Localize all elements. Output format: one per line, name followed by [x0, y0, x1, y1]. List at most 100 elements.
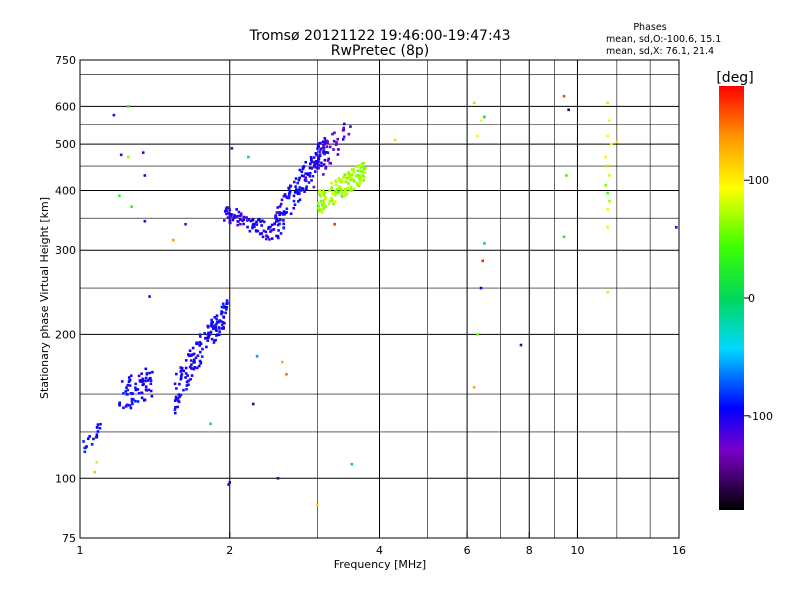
data-point — [294, 177, 298, 180]
data-point — [324, 139, 328, 142]
y-tick-label: 400 — [55, 184, 76, 197]
data-point — [215, 317, 218, 321]
data-point — [204, 336, 207, 340]
data-point — [195, 366, 199, 370]
data-point — [221, 321, 225, 324]
data-point — [287, 186, 290, 190]
chart-subtitle: RwPretec (8p) — [331, 43, 429, 59]
data-point — [287, 196, 291, 200]
data-point — [251, 402, 255, 406]
data-point — [289, 212, 293, 216]
data-point — [186, 353, 190, 356]
data-point — [225, 306, 228, 309]
data-point — [175, 387, 178, 390]
data-point — [235, 208, 238, 211]
data-point — [321, 211, 324, 214]
colorbar-tick-label: 100 — [748, 174, 769, 187]
data-point — [239, 212, 243, 216]
data-point — [336, 190, 340, 194]
data-point — [237, 220, 240, 223]
y-tick-label: 750 — [55, 54, 76, 67]
data-point — [255, 223, 259, 226]
data-point — [282, 210, 286, 213]
data-point — [606, 208, 609, 211]
data-point — [336, 137, 339, 141]
data-point — [149, 389, 153, 393]
data-point — [119, 153, 123, 157]
data-point — [230, 212, 233, 216]
data-point — [312, 165, 316, 168]
data-point — [221, 302, 225, 306]
data-point — [344, 188, 347, 192]
data-point — [136, 388, 140, 391]
data-point — [608, 119, 611, 122]
data-point — [178, 382, 181, 386]
data-point — [90, 443, 94, 446]
data-point — [129, 374, 133, 378]
data-point — [606, 134, 609, 138]
data-point — [176, 405, 180, 409]
data-point — [184, 372, 188, 375]
data-point — [317, 164, 321, 167]
data-point — [192, 361, 195, 364]
data-point — [222, 315, 225, 319]
data-point — [83, 446, 86, 450]
data-point — [210, 337, 214, 341]
data-point — [214, 325, 218, 329]
data-point — [223, 209, 227, 213]
data-point — [256, 229, 260, 233]
data-point — [280, 198, 284, 202]
data-point — [118, 194, 121, 198]
data-point — [604, 184, 608, 187]
data-point — [606, 226, 609, 229]
data-point — [198, 341, 202, 344]
colorbar-tick-label: 0 — [748, 292, 755, 305]
data-point — [129, 406, 133, 410]
x-tick-label: 2 — [226, 544, 233, 557]
data-point — [239, 222, 242, 226]
data-point — [179, 374, 183, 378]
data-point — [565, 174, 568, 177]
data-point — [315, 153, 319, 157]
data-point — [205, 345, 208, 349]
data-point — [226, 216, 230, 219]
data-point — [270, 237, 274, 240]
y-tick-label: 300 — [55, 244, 76, 257]
data-point — [189, 377, 192, 381]
chart-title: Tromsø 20121122 19:46:00-19:47:43 — [249, 28, 511, 44]
data-point — [185, 384, 189, 387]
data-point — [267, 227, 270, 230]
colorbar-ticks: 100 0 -100 — [744, 174, 773, 423]
data-point — [126, 155, 130, 159]
data-point — [190, 374, 194, 377]
data-point — [349, 175, 353, 179]
data-point — [215, 334, 218, 337]
data-point — [147, 388, 151, 392]
data-point — [171, 238, 175, 242]
data-point — [333, 200, 337, 203]
data-point — [327, 202, 331, 206]
data-point — [316, 201, 320, 205]
data-point — [278, 213, 281, 217]
data-point — [322, 191, 325, 195]
data-point — [318, 153, 322, 156]
data-point — [298, 192, 301, 195]
data-point — [307, 181, 311, 184]
data-point — [317, 156, 321, 160]
data-point — [145, 372, 149, 375]
data-point — [317, 204, 320, 208]
data-point — [262, 220, 266, 224]
data-point — [177, 393, 181, 396]
data-point — [191, 346, 195, 350]
data-point — [128, 384, 132, 387]
data-point — [324, 205, 327, 208]
data-point — [295, 188, 298, 191]
data-point — [321, 150, 325, 154]
data-point — [317, 160, 320, 164]
data-point — [310, 167, 314, 170]
data-point — [267, 225, 271, 229]
data-point — [293, 191, 297, 194]
data-point — [210, 318, 213, 322]
data-point — [275, 211, 279, 214]
data-point — [193, 366, 197, 369]
